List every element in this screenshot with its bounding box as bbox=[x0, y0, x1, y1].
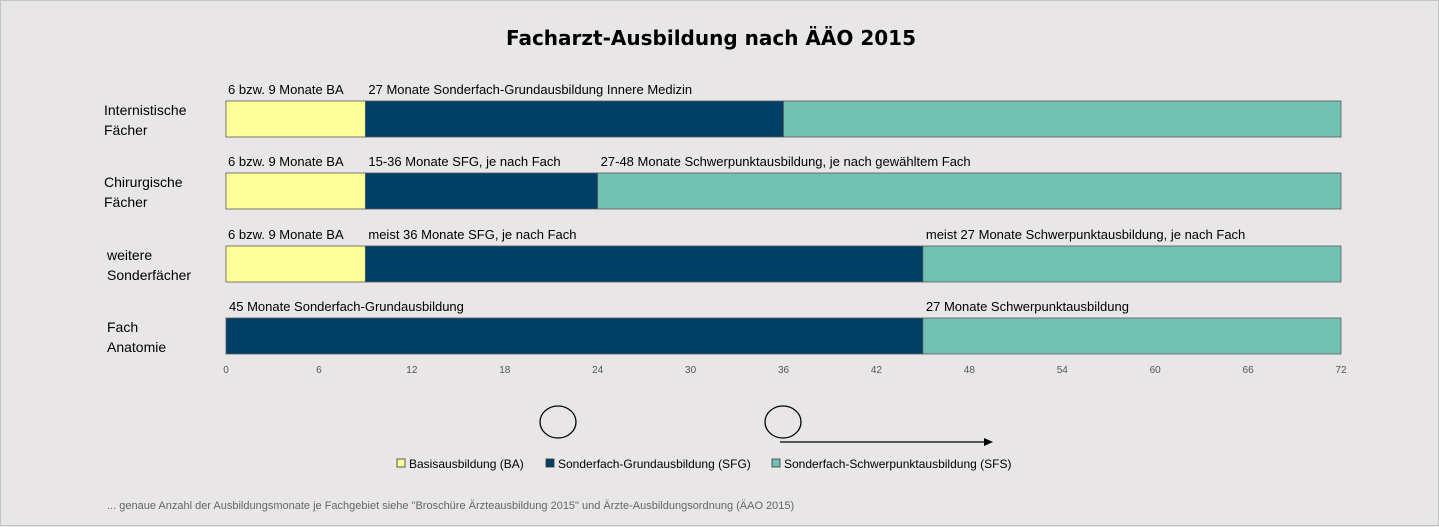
legend: Basisausbildung (BA) Sonderfach-Grundausb… bbox=[396, 457, 1011, 471]
segment-label: meist 36 Monate SFG, je nach Fach bbox=[368, 227, 576, 242]
x-tick-label: 24 bbox=[592, 365, 604, 376]
segment-label: 6 bzw. 9 Monate BA bbox=[228, 154, 344, 169]
legend-swatch bbox=[396, 458, 406, 468]
x-axis: 0 6 12 18 24 30 36 42 48 54 60 66 72 bbox=[223, 365, 1347, 376]
bar-segment bbox=[783, 100, 1342, 138]
category-label: weitere bbox=[106, 247, 152, 263]
segment-labels: 6 bzw. 9 Monate BA 27 Monate Sonderfach-G… bbox=[228, 82, 1245, 314]
x-tick-label: 66 bbox=[1243, 365, 1255, 376]
category-label: Internistische bbox=[104, 102, 187, 118]
category-label: Anatomie bbox=[107, 339, 166, 355]
footnote: ... genaue Anzahl der Ausbildungsmonate … bbox=[107, 500, 794, 512]
segment-label: 27 Monate Sonderfach-Grundausbildung Inn… bbox=[368, 82, 692, 97]
bar-segment bbox=[364, 245, 924, 283]
x-tick-label: 48 bbox=[964, 365, 976, 376]
segment-label: meist 27 Monate Schwerpunktausbildung, j… bbox=[926, 227, 1245, 242]
x-tick-label: 30 bbox=[685, 365, 697, 376]
annotation-shapes bbox=[539, 405, 993, 446]
x-tick-label: 36 bbox=[778, 365, 790, 376]
annotation-arrow-head bbox=[984, 438, 993, 446]
annotation-ellipse-right bbox=[764, 405, 802, 439]
annotation-ellipse-left bbox=[539, 405, 577, 439]
category-labels: Internistische Fächer Chirurgische Fächer we… bbox=[104, 102, 191, 355]
category-label: Fach bbox=[107, 319, 138, 335]
bar-segment bbox=[225, 245, 366, 283]
x-tick-label: 60 bbox=[1150, 365, 1162, 376]
category-label: Fächer bbox=[104, 194, 148, 210]
legend-label: Basisausbildung (BA) bbox=[409, 457, 524, 471]
bar-segment bbox=[225, 172, 366, 210]
chart-title: Facharzt-Ausbildung nach ÄÄO 2015 bbox=[506, 26, 916, 50]
legend-swatch bbox=[545, 458, 555, 468]
segment-label: 6 bzw. 9 Monate BA bbox=[228, 82, 344, 97]
legend-label: Sonderfach-Grundausbildung (SFG) bbox=[558, 457, 751, 471]
category-label: Chirurgische bbox=[104, 174, 183, 190]
bar-segment bbox=[225, 100, 366, 138]
segment-label: 15-36 Monate SFG, je nach Fach bbox=[368, 154, 560, 169]
segment-label: 27-48 Monate Schwerpunktausbildung, je n… bbox=[601, 154, 971, 169]
segment-label: 45 Monate Sonderfach-Grundausbildung bbox=[229, 299, 464, 314]
x-tick-label: 42 bbox=[871, 365, 883, 376]
category-label: Sonderfächer bbox=[107, 267, 191, 283]
x-tick-label: 54 bbox=[1057, 365, 1069, 376]
bar-segment bbox=[597, 172, 1342, 210]
x-tick-label: 6 bbox=[316, 365, 322, 376]
bar-segment bbox=[364, 172, 599, 210]
x-tick-label: 12 bbox=[406, 365, 418, 376]
x-tick-label: 18 bbox=[499, 365, 511, 376]
x-tick-label: 72 bbox=[1335, 365, 1347, 376]
x-tick-label: 0 bbox=[223, 365, 229, 376]
legend-swatch bbox=[771, 458, 781, 468]
bars bbox=[225, 100, 1342, 355]
segment-label: 27 Monate Schwerpunktausbildung bbox=[926, 299, 1129, 314]
bar-segment bbox=[225, 317, 924, 355]
legend-label: Sonderfach-Schwerpunktausbildung (SFS) bbox=[784, 457, 1011, 471]
bar-segment bbox=[922, 317, 1342, 355]
bar-segment bbox=[364, 100, 784, 138]
category-label: Fächer bbox=[104, 122, 148, 138]
bar-segment bbox=[922, 245, 1342, 283]
segment-label: 6 bzw. 9 Monate BA bbox=[228, 227, 344, 242]
